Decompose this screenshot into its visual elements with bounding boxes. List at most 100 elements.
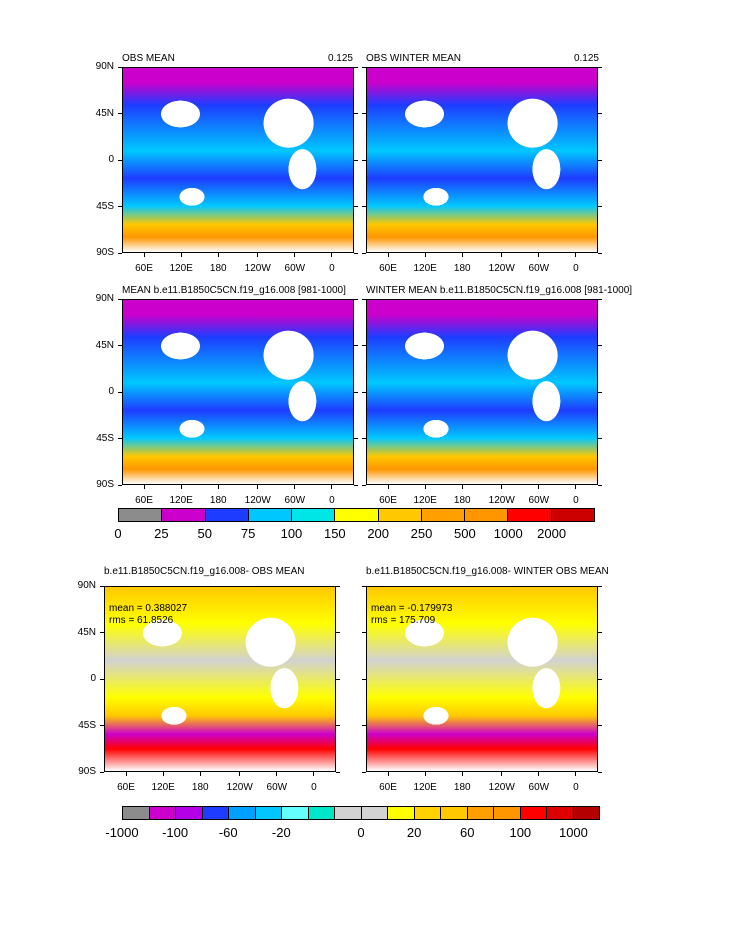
lon-tick xyxy=(162,772,164,776)
lat-tick xyxy=(362,725,366,726)
lat-label: 90N xyxy=(95,293,114,304)
lon-label: 60E xyxy=(379,263,397,274)
lat-tick xyxy=(362,391,366,393)
lat-tick xyxy=(354,298,358,300)
lat-tick xyxy=(598,391,602,393)
lon-label: 0 xyxy=(311,782,317,793)
lat-label: 0 xyxy=(108,154,114,165)
lat-tick xyxy=(362,484,366,486)
lon-tick xyxy=(217,485,219,489)
colorbar-label: 25 xyxy=(154,526,169,541)
lat-label: 90N xyxy=(77,580,96,591)
colorbar-label: 250 xyxy=(410,526,433,541)
lon-label: 180 xyxy=(453,495,471,506)
lat-tick xyxy=(354,252,358,254)
lon-label: 0 xyxy=(573,782,579,793)
lon-label: 60W xyxy=(528,495,550,506)
lat-tick xyxy=(118,159,122,161)
lon-label: 120W xyxy=(488,263,515,274)
colorbar-label: 200 xyxy=(367,526,390,541)
lat-tick xyxy=(354,484,358,486)
lon-tick xyxy=(461,253,463,257)
colorbar-box xyxy=(421,509,466,521)
lon-label: 120E xyxy=(413,263,437,274)
lat-tick xyxy=(336,678,340,680)
lon-tick xyxy=(217,253,219,257)
lat-tick xyxy=(598,438,602,439)
lat-tick xyxy=(336,632,340,633)
panel-title-model-winter-mean: WINTER MEAN b.e11.B1850C5CN.f19_g16.008 … xyxy=(366,285,633,296)
colorbar-box xyxy=(176,807,203,819)
lat-tick xyxy=(336,771,340,773)
lon-label: 120E xyxy=(413,782,437,793)
lat-tick xyxy=(118,298,122,300)
lon-tick xyxy=(294,485,296,489)
lat-tick xyxy=(362,66,366,68)
lon-tick xyxy=(424,253,426,257)
lon-tick xyxy=(143,485,145,489)
lon-label: 60W xyxy=(284,263,306,274)
lat-tick xyxy=(598,484,602,486)
map-diff-winter-mean xyxy=(366,586,598,772)
lat-tick xyxy=(100,771,104,773)
lon-tick xyxy=(239,772,241,776)
lat-tick xyxy=(118,484,122,486)
lon-tick xyxy=(424,772,426,776)
colorbar-difference xyxy=(122,806,600,820)
colorbar-box xyxy=(248,509,293,521)
lon-label: 60E xyxy=(135,495,153,506)
colorbar-box xyxy=(441,807,468,819)
lat-label: 90N xyxy=(95,61,114,72)
colorbar-box xyxy=(520,807,547,819)
lat-tick xyxy=(598,632,602,633)
lat-tick xyxy=(100,585,104,587)
lat-tick xyxy=(598,206,602,207)
lon-tick xyxy=(387,485,389,489)
lat-label: 90S xyxy=(96,247,114,258)
lon-tick xyxy=(331,253,333,257)
lat-tick xyxy=(118,206,122,207)
lon-label: 0 xyxy=(329,263,335,274)
colorbar-label: 0 xyxy=(114,526,122,541)
lon-label: 120E xyxy=(151,782,175,793)
lat-tick xyxy=(354,66,358,68)
colorbar-label: 1000 xyxy=(558,825,588,840)
lat-tick xyxy=(362,632,366,633)
lon-label: 180 xyxy=(191,782,209,793)
colorbar-box xyxy=(162,509,206,521)
lat-tick xyxy=(598,345,602,346)
colorbar-label: 2000 xyxy=(537,526,567,541)
lon-tick xyxy=(294,253,296,257)
colorbar-box xyxy=(414,807,441,819)
lon-label: 120E xyxy=(413,495,437,506)
lat-tick xyxy=(362,345,366,346)
colorbar-box xyxy=(308,807,335,819)
colorbar-box xyxy=(494,807,521,819)
lat-tick xyxy=(354,391,358,393)
lat-tick xyxy=(118,438,122,439)
lon-label: 0 xyxy=(329,495,335,506)
lon-label: 120W xyxy=(226,782,253,793)
panel-title-obs-winter-mean: OBS WINTER MEAN xyxy=(366,53,462,64)
stat-rms-diff-winter-mean: rms = 175.709 xyxy=(371,615,436,626)
lon-tick xyxy=(257,485,259,489)
map-model-mean xyxy=(122,299,354,485)
lon-label: 60E xyxy=(379,782,397,793)
lon-label: 180 xyxy=(453,263,471,274)
colorbar-label: -20 xyxy=(271,825,291,840)
lon-tick xyxy=(501,772,503,776)
lat-tick xyxy=(362,113,366,114)
lat-tick xyxy=(118,345,122,346)
stat-rms-diff-mean: rms = 61.8526 xyxy=(109,615,174,626)
colorbar-box xyxy=(573,807,599,819)
panel-title-diff-mean: b.e11.B1850C5CN.f19_g16.008- OBS MEAN xyxy=(104,566,305,577)
lon-label: 120W xyxy=(488,495,515,506)
lon-tick xyxy=(575,253,577,257)
map-diff-mean xyxy=(104,586,336,772)
lon-label: 60E xyxy=(135,263,153,274)
colorbar-box xyxy=(551,509,594,521)
lat-tick xyxy=(100,725,104,726)
lon-tick xyxy=(125,772,127,776)
lon-label: 0 xyxy=(573,495,579,506)
lon-label: 120E xyxy=(169,263,193,274)
